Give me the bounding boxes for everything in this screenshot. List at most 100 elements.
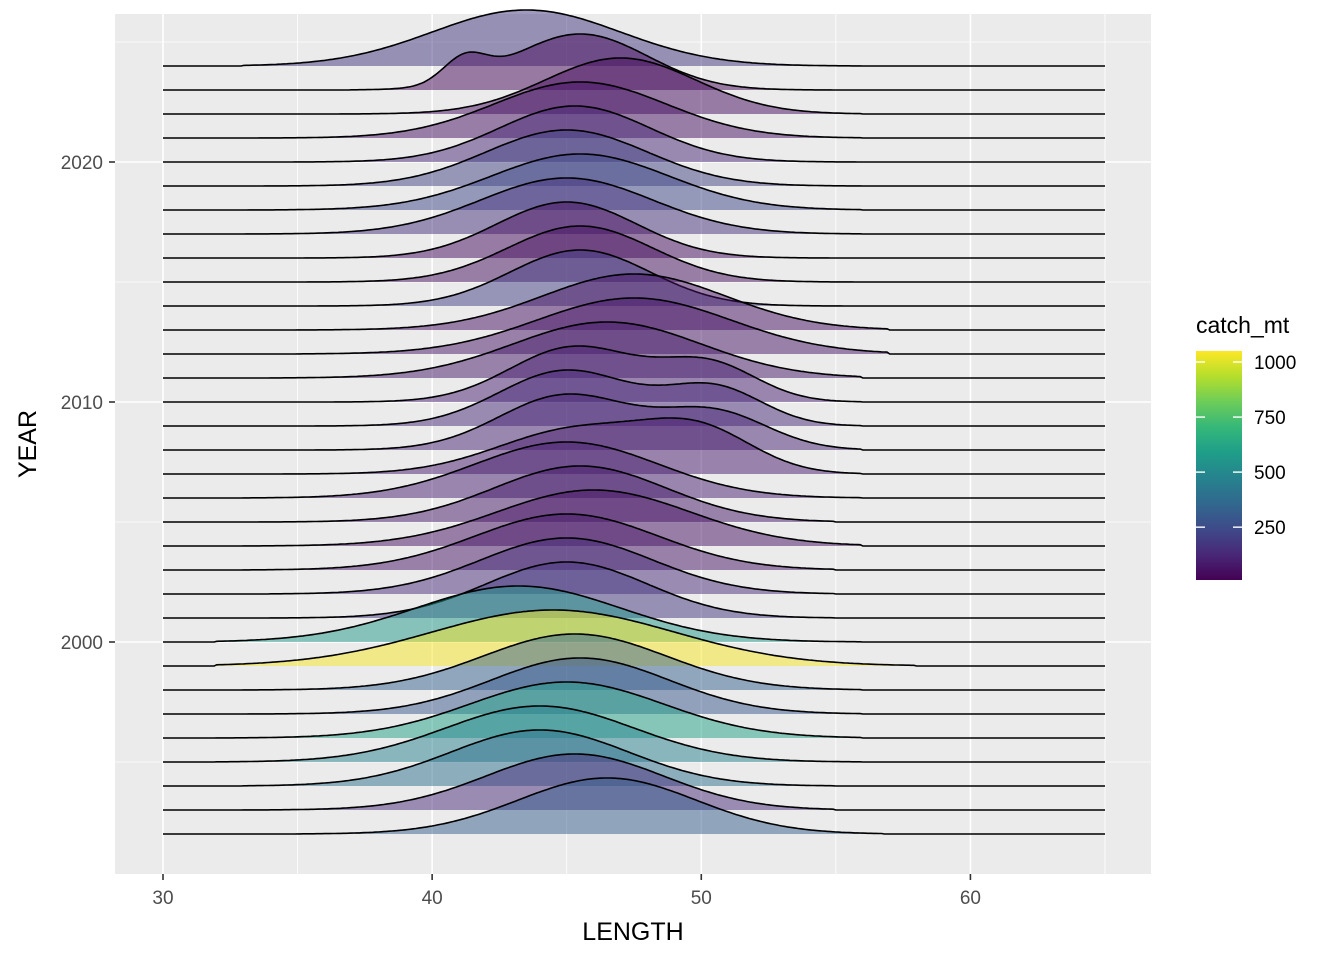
ridge-1996 [163,681,1105,739]
ridge-fill-2019 [163,130,1105,186]
ridge-fill-2015 [163,226,1105,282]
ridge-2024 [163,9,1105,67]
ridge-line-2001 [163,561,1105,619]
x-axis-title: LENGTH [582,918,683,946]
ridge-fill-2010 [163,346,1105,402]
ridge-fill-1994 [163,730,1105,786]
ridge-2001 [163,561,1105,619]
ridge-2007 [163,417,1105,475]
ridge-fill-2016 [163,202,1105,258]
legend-tick-label: 500 [1254,463,1286,484]
ridge-2006 [163,441,1105,499]
ridge-fill-2006 [163,442,1105,498]
ridge-1995 [163,705,1105,763]
x-tick-label: 50 [691,888,712,909]
ridge-line-1996 [163,681,1105,739]
ridge-line-2014 [163,249,1105,307]
ridge-line-2019 [163,129,1105,187]
ridge-2002 [163,537,1105,595]
ridge-1992 [163,777,1105,835]
ridge-line-2021 [163,81,1105,139]
ridge-line-1992 [163,777,1105,835]
x-tick-label: 30 [152,888,173,909]
ridge-2018 [163,153,1105,211]
ridge-2016 [163,201,1105,259]
ridge-line-1995 [163,705,1105,763]
ridge-line-2017 [163,177,1105,235]
legend-ticks: 250 500 750 1000 [1196,353,1296,539]
ridge-1999 [163,609,1105,667]
ridge-line-2005 [163,465,1105,523]
ridge-line-2016 [163,201,1105,259]
ridge-fill-2004 [163,490,1105,546]
ridge-fill-2007 [163,418,1105,474]
ridge-line-2002 [163,537,1105,595]
y-tick-label: 2000 [61,633,103,654]
ridge-fill-1995 [163,706,1105,762]
ridge-line-2008 [163,393,1105,451]
ridge-fill-2021 [163,82,1105,138]
ridge-line-2012 [163,297,1105,355]
y-tick-label: 2010 [61,393,103,414]
ridge-2003 [163,513,1105,571]
ridge-2011 [163,321,1105,379]
y-axis: 2000 2010 2020 [61,153,115,654]
ridge-line-2024 [163,9,1105,67]
ridge-fill-2000 [163,586,1105,642]
ridge-line-2013 [163,273,1105,331]
ridge-2004 [163,489,1105,547]
ridge-fill-1997 [163,658,1105,714]
ridge-2017 [163,177,1105,235]
legend-title: catch_mt [1196,312,1290,338]
ridge-2021 [163,81,1105,139]
ridge-fill-2020 [163,106,1105,162]
ridge-fill-2002 [163,538,1105,594]
y-tick-label: 2020 [61,153,103,174]
color-legend: catch_mt 250 500 750 1000 [1196,312,1296,580]
ridge-line-1998 [163,633,1105,691]
ridge-2015 [163,225,1105,283]
ridge-line-2015 [163,225,1105,283]
ridge-2000 [163,585,1105,643]
ridge-fill-1992 [163,778,1105,834]
ridge-line-2018 [163,153,1105,211]
ridge-fill-2011 [163,322,1105,378]
ridge-line-2010 [163,345,1105,403]
legend-tick-label: 1000 [1254,353,1296,374]
ridge-line-2004 [163,489,1105,547]
legend-tick-label: 250 [1254,518,1286,539]
ridge-line-2022 [163,57,1105,115]
y-axis-title: YEAR [14,410,42,478]
ridge-fill-1998 [163,634,1105,690]
x-tick-label: 40 [422,888,443,909]
ridge-fill-2003 [163,514,1105,570]
ridge-line-2009 [163,369,1105,427]
ridge-fill-1996 [163,682,1105,738]
x-tick-label: 60 [960,888,981,909]
ridge-line-1993 [163,753,1105,811]
ridge-line-2023 [163,33,1105,91]
ridge-2022 [163,57,1105,115]
ridge-2019 [163,129,1105,187]
ridge-line-2000 [163,585,1105,643]
ridge-2020 [163,105,1105,163]
ridge-line-2020 [163,105,1105,163]
ridge-fill-1999 [163,610,1105,666]
x-axis: 30 40 50 60 [152,874,981,909]
ridge-line-2007 [163,417,1105,475]
ridge-line-2011 [163,321,1105,379]
ridge-fill-2018 [163,154,1105,210]
ridge-fill-2017 [163,178,1105,234]
legend-tick-label: 750 [1254,408,1286,429]
ridge-1997 [163,657,1105,715]
ridge-line-1999 [163,609,1105,667]
colorbar [1196,351,1242,580]
ridge-fill-2024 [163,10,1105,66]
ridge-1994 [163,729,1105,787]
ridge-fill-2022 [163,58,1105,114]
ridge-2010 [163,345,1105,403]
ridge-fill-2001 [163,562,1105,618]
ridge-line-1994 [163,729,1105,787]
ridge-line-1997 [163,657,1105,715]
